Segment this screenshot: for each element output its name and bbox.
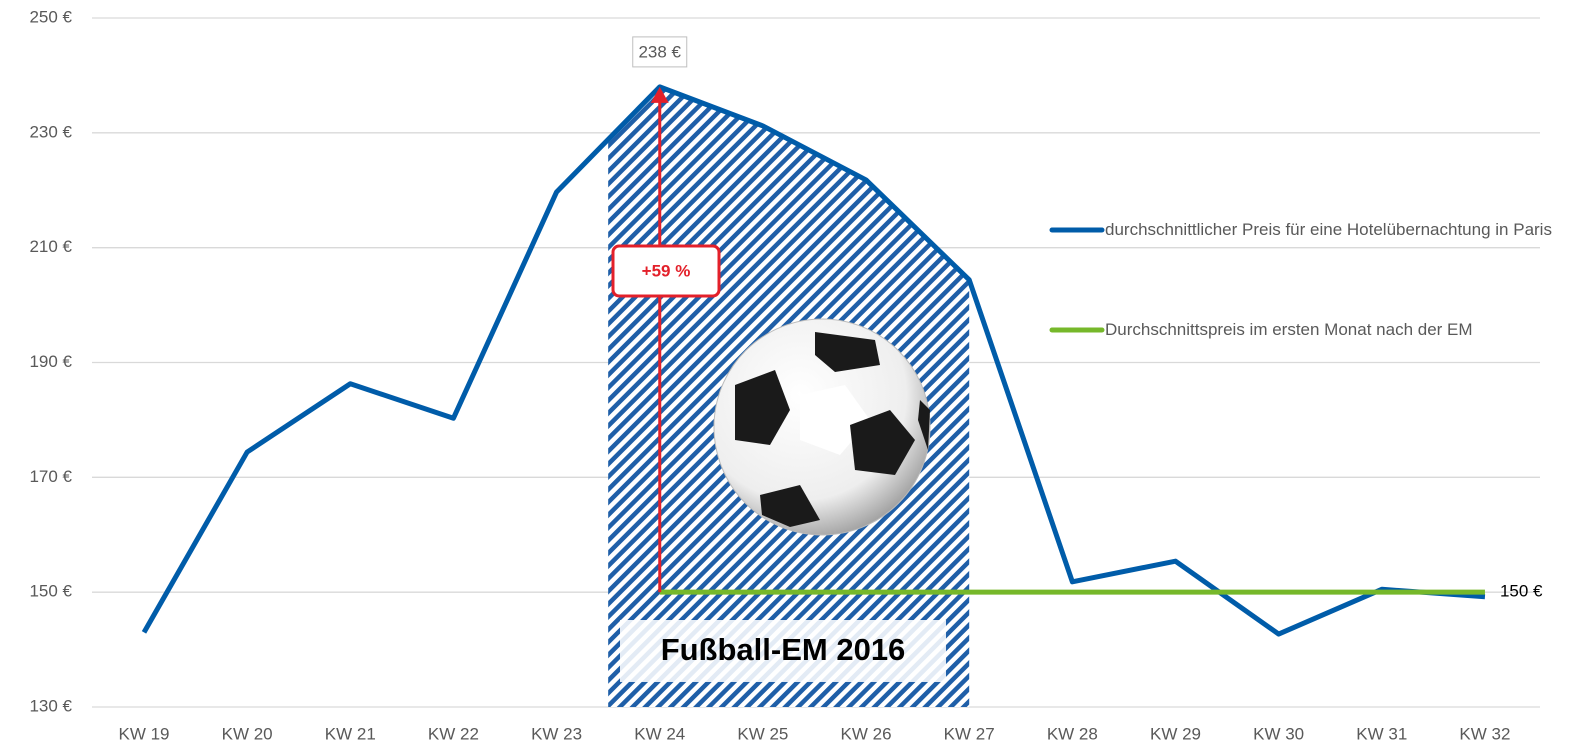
change-label: +59 % [642, 261, 691, 280]
value-label: 150 € [1500, 582, 1543, 601]
legend-label: durchschnittlicher Preis für eine Hotelü… [1105, 219, 1555, 241]
x-tick-label: KW 30 [1253, 724, 1304, 743]
value-label: 238 € [638, 42, 681, 61]
y-tick-label: 150 € [29, 582, 72, 601]
x-tick-label: KW 19 [118, 724, 169, 743]
chart: 130 € 150 € 170 € 190 € 210 € 230 € 250 € KW 19… [0, 0, 1587, 755]
x-tick-label: KW 25 [737, 724, 788, 743]
x-tick-label: KW 23 [531, 724, 582, 743]
y-tick-label: 210 € [29, 237, 72, 256]
y-tick-label: 130 € [29, 696, 72, 715]
x-tick-label: KW 29 [1150, 724, 1201, 743]
x-tick-label: KW 24 [634, 724, 685, 743]
legend-label: Durchschnittspreis im ersten Monat nach … [1105, 319, 1555, 341]
x-tick-label: KW 28 [1047, 724, 1098, 743]
page: 130 € 150 € 170 € 190 € 210 € 230 € 250 € KW 19… [0, 0, 1587, 755]
y-tick-label: 250 € [29, 7, 72, 26]
football-image [714, 319, 930, 535]
y-tick-label: 190 € [29, 352, 72, 371]
x-tick-label: KW 21 [325, 724, 376, 743]
x-tick-label: KW 31 [1356, 724, 1407, 743]
y-tick-label: 230 € [29, 122, 72, 141]
x-tick-label: KW 32 [1459, 724, 1510, 743]
event-label: Fußball-EM 2016 [661, 632, 906, 667]
x-tick-label: KW 26 [841, 724, 892, 743]
x-tick-label: KW 22 [428, 724, 479, 743]
y-tick-label: 170 € [29, 467, 72, 486]
x-tick-label: KW 20 [222, 724, 273, 743]
x-tick-label: KW 27 [944, 724, 995, 743]
